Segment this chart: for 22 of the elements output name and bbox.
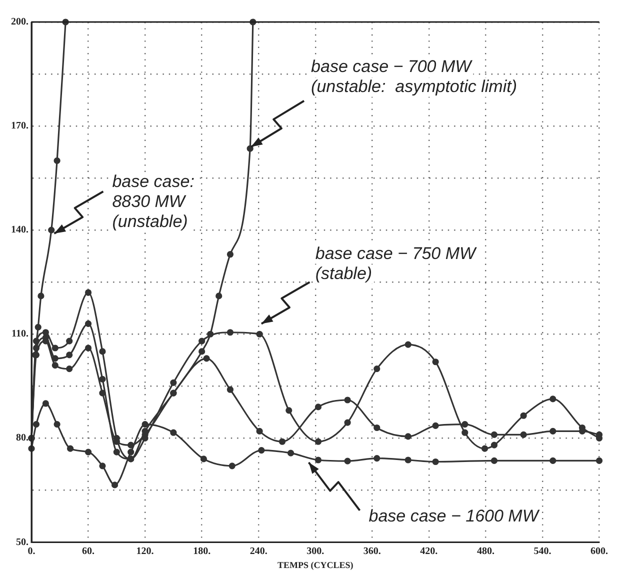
y-tick-label: 110.: [12, 328, 29, 340]
x-tick-label: 420.: [420, 546, 438, 557]
y-tick-label: 170.: [11, 120, 29, 132]
y-tick-label: 200.: [11, 16, 29, 28]
x-tick-label: 0.: [28, 546, 36, 557]
x-tick-label: 360.: [363, 546, 382, 557]
x-tick-label: 120.: [136, 546, 154, 557]
x-tick-label: 600.: [590, 546, 608, 557]
annotation: base case: 8830 MW (unstable): [112, 172, 195, 231]
y-tick-label: 80.: [16, 432, 29, 444]
x-tick-label: 60.: [82, 546, 96, 557]
x-tick-label: 540.: [534, 546, 552, 557]
y-tick-label: 50.: [16, 536, 29, 548]
x-tick-label: 240.: [250, 546, 268, 557]
y-tick-label: 140.: [11, 224, 29, 236]
annotation: base case − 700 MW (unstable: asymptotic limit): [311, 57, 517, 96]
annotation: base case − 750 MW (stable): [315, 244, 478, 283]
x-tick-label: 300.: [306, 546, 325, 557]
x-tick-label: 480.: [476, 546, 495, 557]
annotation: base case − 1600 MW: [368, 506, 540, 526]
x-tick-label: 180.: [193, 546, 212, 557]
x-axis-title: TEMPS (CYCLES): [277, 560, 354, 570]
